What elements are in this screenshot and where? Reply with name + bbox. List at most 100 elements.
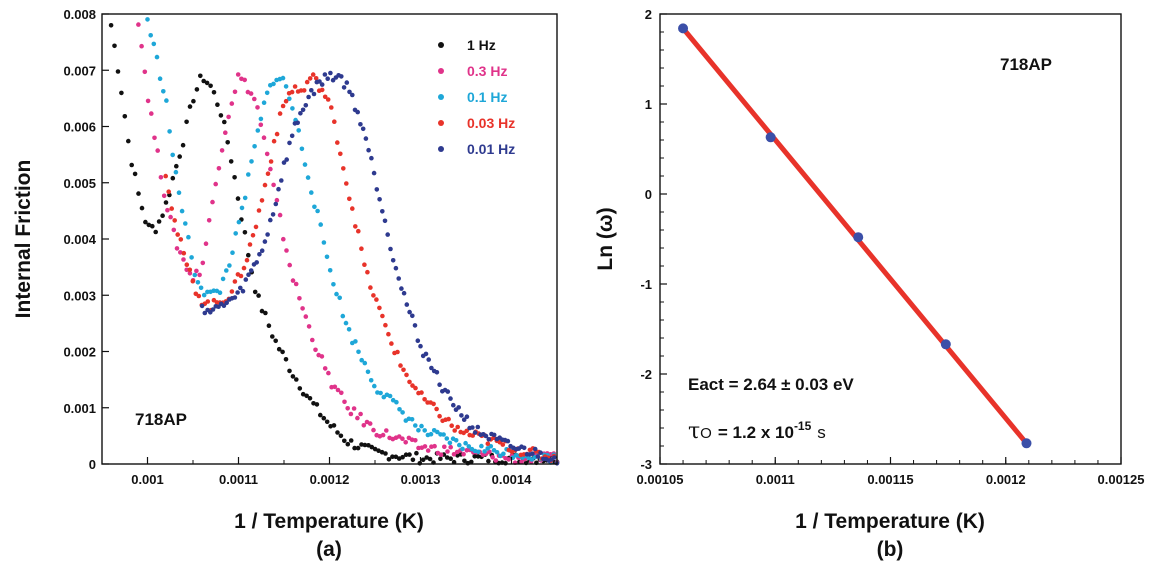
legend-marker [438, 94, 444, 100]
y-tick-label: 0.003 [63, 288, 96, 303]
data-point [487, 449, 492, 455]
series-01-Hz-points [145, 17, 560, 465]
data-point [293, 281, 299, 287]
x-tick-label: 0.00105 [637, 472, 684, 487]
data-point [401, 290, 407, 296]
y-tick-label: -1 [640, 277, 652, 292]
data-point [196, 293, 202, 299]
y-tick-label: 0.005 [63, 176, 96, 191]
data-point [235, 196, 241, 201]
data-point [145, 17, 150, 22]
data-point [461, 451, 466, 457]
data-point [355, 415, 360, 421]
data-point [170, 175, 176, 181]
data-point [199, 303, 205, 309]
y-tick-label: 2 [645, 7, 652, 22]
data-point [322, 72, 328, 77]
data-point [410, 457, 416, 463]
data-point [318, 412, 323, 418]
data-point [331, 423, 337, 428]
data-point [281, 160, 287, 165]
data-point [437, 413, 442, 419]
data-point [409, 417, 415, 422]
data-point [268, 217, 273, 223]
data-point [169, 206, 174, 211]
data-point [174, 246, 180, 251]
data-point [399, 286, 404, 291]
data-point [229, 289, 235, 294]
data-point [407, 379, 412, 385]
data-point [400, 436, 405, 442]
data-point [464, 428, 470, 434]
data-point [149, 111, 154, 116]
chart-a-panel-label: (a) [316, 538, 342, 561]
data-point [290, 106, 295, 111]
data-point [472, 430, 478, 435]
data-point [264, 90, 270, 96]
data-point [362, 360, 368, 366]
data-point [358, 122, 363, 127]
chart-a-legend: 1 Hz 0.3 Hz 0.1 Hz 0.03 Hz 0.01 Hz [438, 37, 515, 157]
data-point [307, 76, 313, 81]
data-point [461, 417, 467, 423]
data-point [306, 94, 311, 100]
data-point [300, 306, 305, 311]
data-point [386, 457, 392, 462]
series-001-Hz-points [199, 70, 560, 466]
data-point [535, 454, 541, 459]
data-point [178, 237, 184, 242]
data-point [280, 103, 286, 109]
data-point [475, 424, 481, 430]
x-tick-label: 0.0014 [492, 472, 533, 487]
data-point [422, 444, 428, 449]
data-point [319, 82, 325, 87]
data-point [189, 255, 194, 260]
data-point [187, 267, 193, 273]
data-point [416, 428, 421, 433]
data-point [334, 291, 339, 297]
data-point [422, 428, 428, 433]
chart-a-marks [108, 17, 560, 466]
legend-label: 1 Hz [467, 37, 496, 53]
data-point [435, 429, 440, 435]
data-point [240, 288, 246, 294]
data-point [529, 457, 535, 462]
data-point [232, 295, 238, 300]
data-point [210, 307, 216, 312]
data-point [413, 423, 418, 428]
data-point [271, 81, 276, 87]
data-point [378, 390, 383, 396]
data-point [119, 90, 124, 96]
data-point [356, 228, 361, 234]
data-point [112, 43, 117, 49]
data-point [367, 421, 373, 426]
data-point [249, 159, 254, 164]
y-tick-label: 0.006 [63, 120, 96, 135]
data-point [271, 138, 277, 144]
data-point [155, 148, 160, 153]
data-point [211, 90, 217, 95]
data-point [453, 438, 459, 443]
data-point [195, 280, 201, 285]
chart-b-y-ticks: -3 -2 -1 0 1 2 [640, 7, 667, 472]
data-point [290, 374, 296, 379]
y-tick-label: -3 [640, 457, 652, 472]
data-point [167, 129, 172, 134]
data-point [252, 144, 257, 149]
data-point [396, 434, 402, 439]
data-point [173, 169, 179, 175]
data-point [313, 76, 319, 81]
data-point [383, 451, 388, 456]
legend-marker [438, 42, 444, 48]
data-point [311, 91, 317, 97]
data-point [126, 138, 131, 144]
data-point [369, 155, 374, 161]
data-point [255, 128, 261, 133]
data-point [303, 314, 309, 319]
data-point [369, 444, 375, 450]
data-point [232, 279, 238, 284]
data-point [417, 461, 423, 466]
data-point [488, 444, 494, 449]
data-point [521, 445, 527, 451]
data-point [274, 131, 280, 137]
